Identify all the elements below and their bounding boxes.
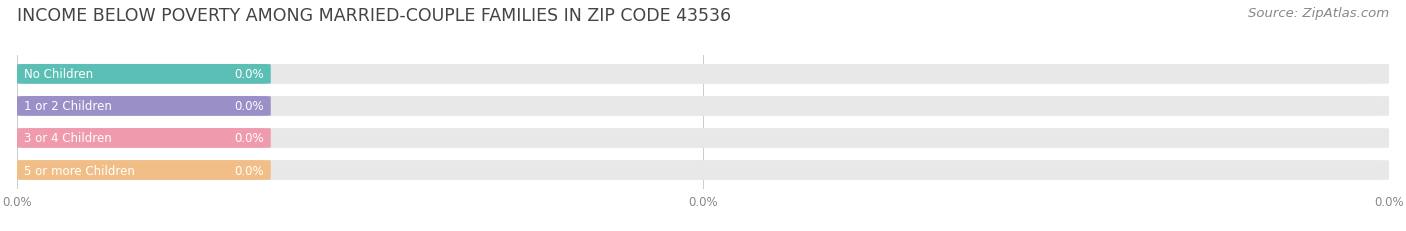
FancyBboxPatch shape	[17, 65, 271, 85]
Text: 3 or 4 Children: 3 or 4 Children	[24, 132, 111, 145]
Text: INCOME BELOW POVERTY AMONG MARRIED-COUPLE FAMILIES IN ZIP CODE 43536: INCOME BELOW POVERTY AMONG MARRIED-COUPL…	[17, 7, 731, 25]
Text: 5 or more Children: 5 or more Children	[24, 164, 135, 177]
FancyBboxPatch shape	[17, 160, 1389, 180]
Text: 0.0%: 0.0%	[235, 100, 264, 113]
Text: 1 or 2 Children: 1 or 2 Children	[24, 100, 111, 113]
Text: 0.0%: 0.0%	[235, 132, 264, 145]
Text: Source: ZipAtlas.com: Source: ZipAtlas.com	[1249, 7, 1389, 20]
Text: No Children: No Children	[24, 68, 93, 81]
FancyBboxPatch shape	[17, 128, 271, 148]
FancyBboxPatch shape	[17, 97, 1389, 116]
FancyBboxPatch shape	[17, 65, 1389, 85]
Text: 0.0%: 0.0%	[235, 164, 264, 177]
FancyBboxPatch shape	[17, 97, 271, 116]
FancyBboxPatch shape	[17, 128, 1389, 148]
FancyBboxPatch shape	[17, 160, 271, 180]
Text: 0.0%: 0.0%	[235, 68, 264, 81]
